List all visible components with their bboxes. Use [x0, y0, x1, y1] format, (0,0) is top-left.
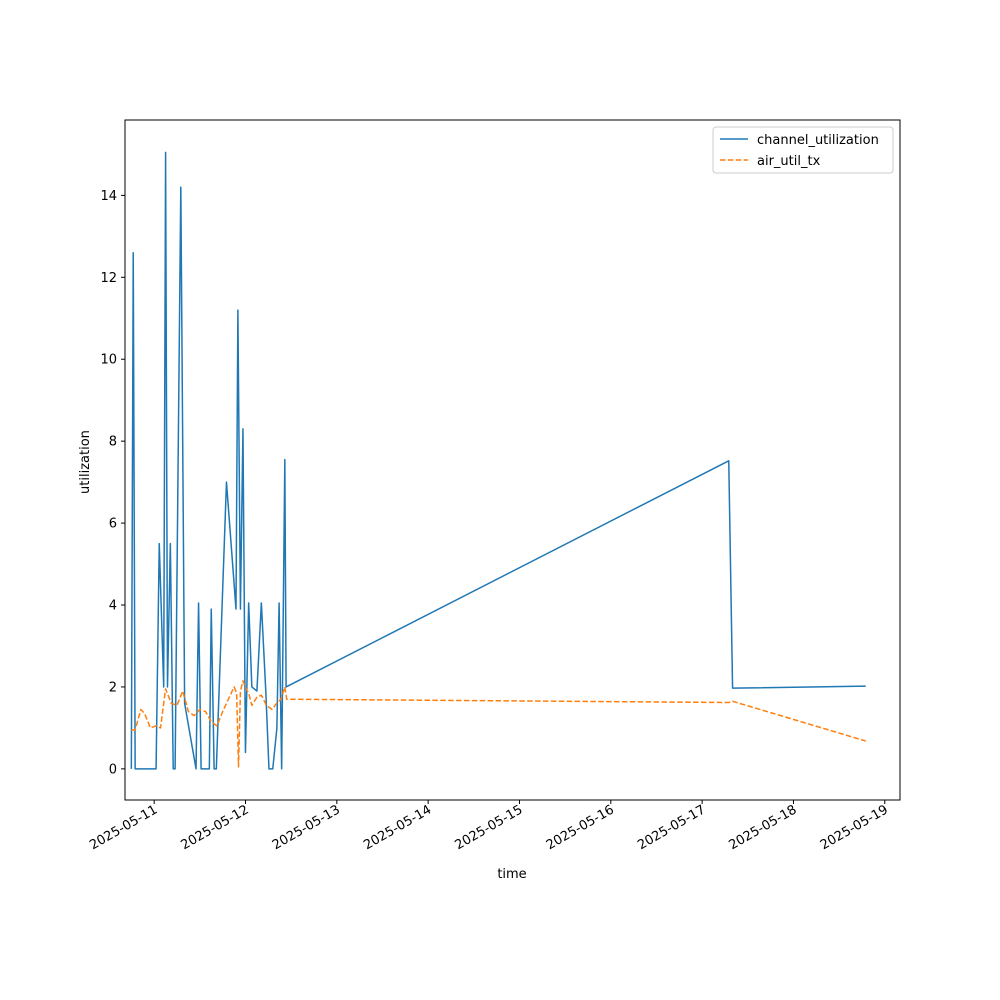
- x-axis-label: time: [497, 867, 526, 882]
- y-tick-label: 4: [109, 599, 117, 614]
- y-tick-label: 0: [109, 762, 117, 777]
- legend: channel_utilization air_util_tx: [712, 126, 894, 174]
- plot-frame: [124, 119, 901, 801]
- legend-label-air-util-tx: air_util_tx: [757, 154, 821, 169]
- series-line-air-util-tx: [131, 680, 866, 768]
- legend-label-channel-utilization: channel_utilization: [757, 133, 879, 148]
- y-tick-label: 6: [109, 517, 117, 532]
- y-tick-label: 14: [100, 189, 117, 204]
- y-axis: 0 2 4 6 8 10 12 14: [100, 189, 125, 777]
- y-tick-label: 2: [109, 680, 117, 695]
- series-layer: [130, 151, 866, 770]
- y-tick-label: 12: [100, 271, 117, 286]
- legend-box: [712, 126, 894, 174]
- y-tick-label: 10: [100, 353, 117, 368]
- y-tick-label: 8: [109, 435, 117, 450]
- series-line-channel-utilization: [130, 151, 866, 770]
- y-axis-label: utilization: [78, 430, 93, 494]
